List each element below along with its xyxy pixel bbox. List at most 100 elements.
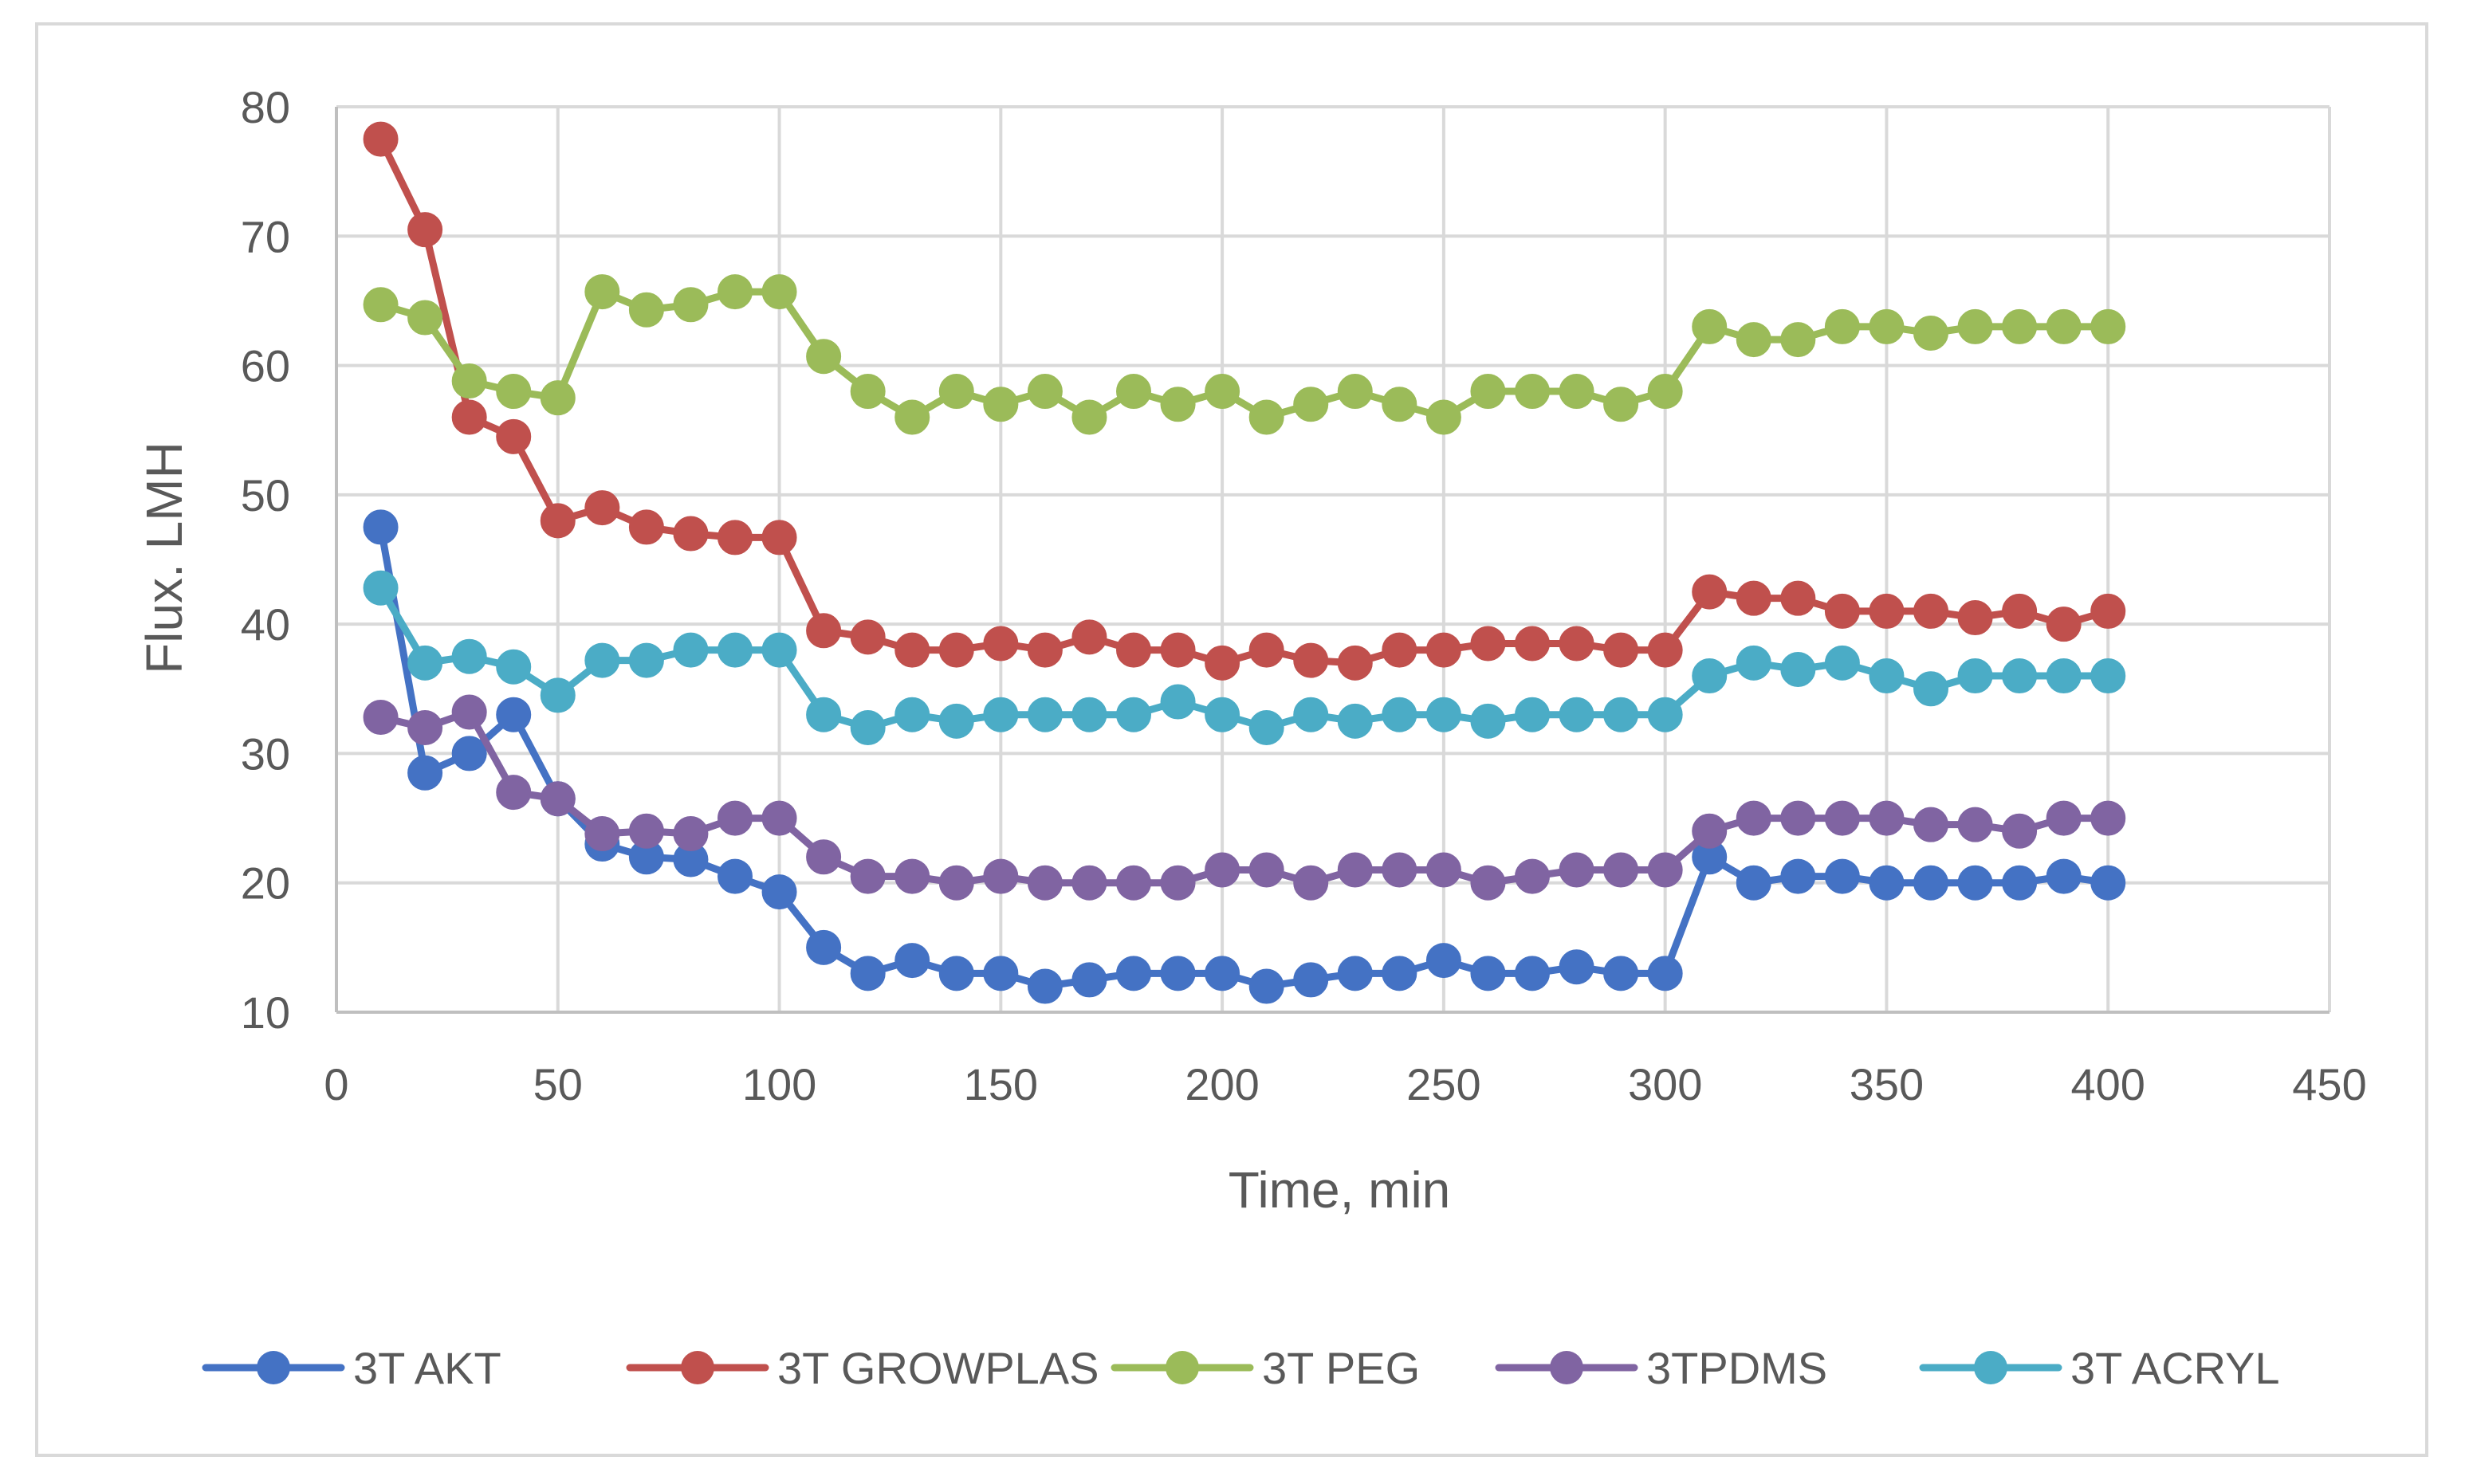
data-point [1515,956,1550,991]
data-point [1293,697,1329,732]
series-line [377,288,2112,421]
legend: 3T AKT 3T GROWPLAS 3T PEG 3TPDMS 3T ACRYL [202,1343,2280,1393]
data-point [2002,593,2038,629]
data-point [628,292,664,328]
data-point [806,929,842,965]
data-point [1780,651,1816,687]
data-point [584,642,620,678]
data-point [1293,642,1329,678]
series-line [377,708,2112,887]
data-point [1780,580,1816,616]
data-point [1293,865,1329,901]
data-point [1647,852,1683,888]
data-point [1248,852,1284,888]
data-point [2046,607,2082,642]
data-point [673,516,709,552]
data-point [1071,399,1107,435]
data-point [1869,658,1905,694]
data-point [2002,658,2038,694]
data-point [1382,387,1417,422]
data-point [584,274,620,310]
data-point [1692,658,1728,694]
data-point [1071,962,1107,998]
data-point [363,121,399,157]
y-tick-label: 30 [241,728,290,779]
data-point [718,274,753,310]
data-point [628,509,664,545]
data-point [761,800,797,836]
data-point [1248,709,1284,745]
data-point [806,613,842,649]
data-point [1248,632,1284,668]
data-point [673,632,709,668]
data-point [1824,858,1860,894]
data-point [540,781,576,817]
data-point [1071,619,1107,655]
series-line [377,584,2112,732]
data-point [718,800,753,836]
data-point [1337,852,1373,888]
data-point [894,399,930,435]
data-point [540,503,576,539]
data-point [1425,943,1461,979]
data-point [1736,865,1771,901]
data-point [1913,865,1948,901]
data-point [1337,374,1373,410]
data-point [850,619,886,655]
data-point [1913,671,1948,707]
data-point [1205,697,1240,732]
data-point [1692,574,1728,610]
data-point [1027,697,1063,732]
data-point [1647,956,1683,991]
x-tick-label: 200 [1185,1059,1259,1109]
data-point [983,697,1019,732]
data-point [1603,387,1639,422]
data-point [584,490,620,526]
data-point [1382,632,1417,668]
data-point [1515,626,1550,662]
data-point [1470,703,1506,739]
data-point [2090,800,2126,836]
data-point [2090,658,2126,694]
data-point [1647,632,1683,668]
data-point [2046,658,2082,694]
data-point [1248,399,1284,435]
data-point [1248,968,1284,1004]
legend-entry: 3T GROWPLAS [626,1343,1099,1393]
data-point [451,399,487,435]
data-point [1824,593,1860,629]
data-point [761,520,797,556]
data-point [1559,697,1594,732]
data-point [628,813,664,849]
data-point [718,858,753,894]
data-point [584,816,620,852]
data-point [1116,956,1151,991]
data-point [1736,322,1771,358]
data-point [938,865,974,901]
data-point [451,694,487,730]
data-point [806,339,842,375]
data-point [1160,387,1196,422]
legend-entry: 3TPDMS [1495,1343,1827,1393]
y-tick-label: 50 [241,470,290,520]
data-point [1647,374,1683,410]
data-point [1116,865,1151,901]
data-point [2090,593,2126,629]
data-point [938,632,974,668]
data-point [1647,697,1683,732]
data-point [1869,800,1905,836]
data-point [2090,308,2126,344]
data-point [1293,962,1329,998]
data-point [1160,865,1196,901]
series-3t-akt [363,509,2126,1004]
data-point [363,699,399,735]
y-tick-label: 10 [241,987,290,1038]
series-lines [363,121,2126,1004]
data-point [1692,308,1728,344]
data-point [673,287,709,323]
legend-marker [1974,1351,2007,1384]
data-point [407,755,443,791]
y-tick-label: 80 [241,82,290,132]
data-point [2002,865,2038,901]
